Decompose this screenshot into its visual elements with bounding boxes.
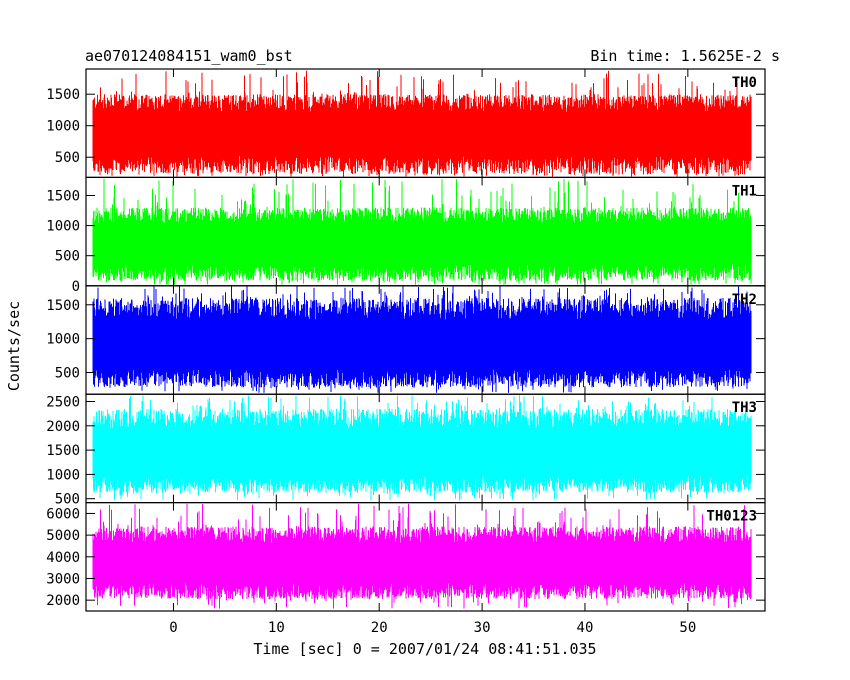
panel-label-th0123: TH0123 xyxy=(706,509,757,525)
y-tick-label: 500 xyxy=(55,366,80,382)
panel-th0: 500 1000 1500 TH0 xyxy=(46,68,766,179)
x-tick-label: 20 xyxy=(371,620,388,636)
y-tick-label: 1000 xyxy=(46,467,80,483)
chart-subtitle: Bin time: 1.5625E-2 s xyxy=(590,47,780,65)
y-tick-label: 500 xyxy=(55,249,80,265)
y-tick-label: 2000 xyxy=(46,593,80,609)
x-tick-label: 50 xyxy=(679,620,696,636)
panel-label-th3: TH3 xyxy=(732,400,757,416)
y-tick-label: 5000 xyxy=(46,528,80,544)
x-tick-label: 30 xyxy=(474,620,491,636)
x-tick-label: 10 xyxy=(268,620,285,636)
chart-title: ae070124084151_wam0_bst xyxy=(85,47,293,65)
panel-label-th2: TH2 xyxy=(732,292,757,308)
lightcurve-th0 xyxy=(92,70,752,177)
y-tick-label: 1500 xyxy=(46,87,80,103)
y-tick-label: 1000 xyxy=(46,332,80,348)
y-tick-label: 3000 xyxy=(46,571,80,587)
lightcurve-th2 xyxy=(92,285,752,393)
x-axis-title: Time [sec] 0 = 2007/01/24 08:41:51.035 xyxy=(253,640,596,658)
y-tick-label: 6000 xyxy=(46,506,80,522)
y-tick-label: 1000 xyxy=(46,219,80,235)
y-tick-label: 2500 xyxy=(46,394,80,410)
y-axis-title: Counts/sec xyxy=(5,301,23,391)
x-tick-label: 0 xyxy=(169,620,177,636)
panel-th0123: 2000 3000 4000 5000 6000 TH0123 xyxy=(46,502,766,612)
y-tick-label: 2000 xyxy=(46,419,80,435)
panel-th1: 0 500 1000 1500 TH1 xyxy=(46,176,766,295)
y-tick-label: 0 xyxy=(72,279,80,295)
y-tick-label: 1500 xyxy=(46,443,80,459)
y-tick-label: 1500 xyxy=(46,188,80,204)
y-tick-label: 500 xyxy=(55,150,80,166)
lightcurve-th3 xyxy=(92,395,752,501)
y-tick-label: 500 xyxy=(55,492,80,508)
lightcurve-th1 xyxy=(92,178,752,285)
panel-th3: 500 1000 1500 2000 2500 TH3 xyxy=(46,393,766,508)
panel-th2: 500 1000 1500 TH2 xyxy=(46,285,766,395)
y-tick-label: 1000 xyxy=(46,119,80,135)
panel-label-th0: TH0 xyxy=(732,75,757,91)
y-tick-label: 4000 xyxy=(46,550,80,566)
lightcurve-th0123 xyxy=(92,503,752,609)
x-tick-label: 40 xyxy=(577,620,594,636)
panel-label-th1: TH1 xyxy=(732,183,757,199)
y-tick-label: 1500 xyxy=(46,298,80,314)
